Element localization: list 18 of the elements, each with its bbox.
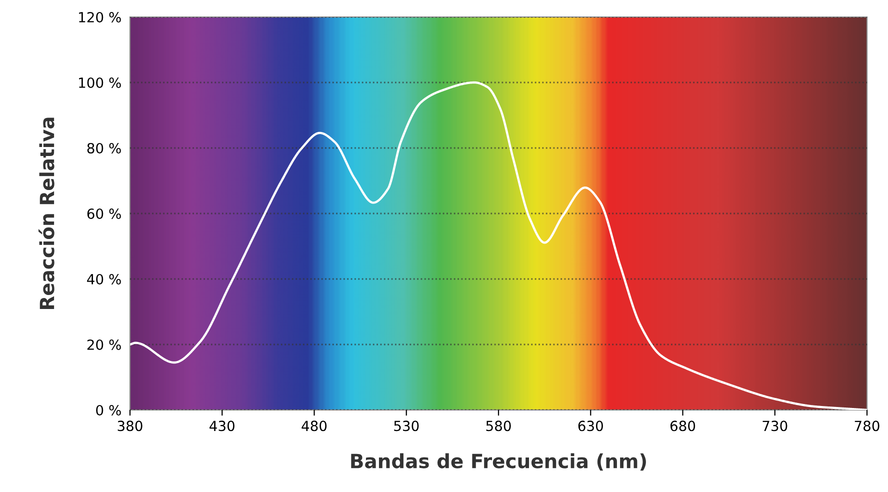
x-tick-label: 680 [670,420,696,432]
x-axis-title: Bandas de Frecuencia (nm) [351,453,646,471]
y-tick-label: 60 % [87,208,121,219]
y-tick-label: 120 % [79,12,121,22]
x-tick-label: 780 [854,420,880,432]
y-tick-label: 80 % [87,142,121,154]
y-tick-label: 100 % [79,77,121,88]
x-tick-label: 630 [578,420,603,432]
x-tick-label: 530 [394,420,419,432]
x-tick-label: 430 [210,420,234,432]
x-tick-label: 730 [762,420,788,432]
y-tick-label: 40 % [87,274,121,284]
y-tick-label: 0 % [96,404,121,416]
x-tick-label: 380 [118,420,142,432]
x-tick-label: 580 [486,420,511,432]
y-axis-title: Reacción Relativa [38,118,54,310]
y-tick-label: 20 % [87,339,121,350]
x-tick-label: 480 [302,420,327,432]
